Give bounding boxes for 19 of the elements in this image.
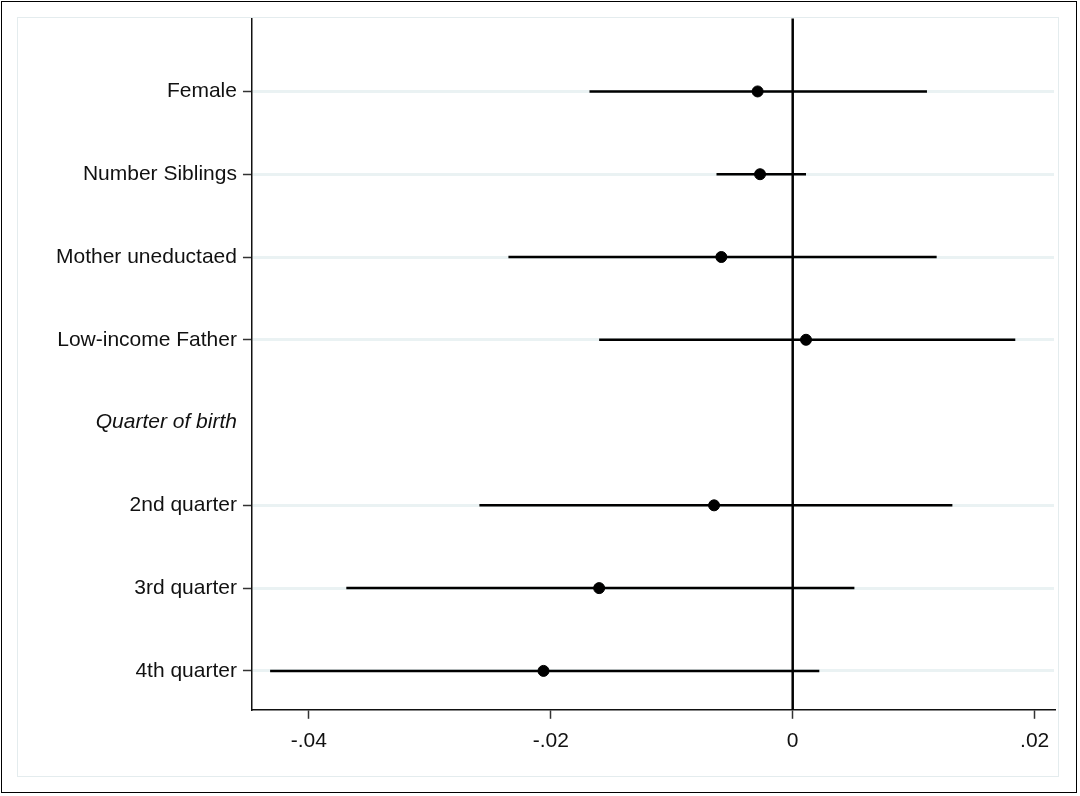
point [708, 499, 721, 512]
y-tick-label: Quarter of birth [95, 409, 237, 433]
y-tick-label: 4th quarter [135, 657, 237, 681]
y-tick-label: Low-income Father [57, 326, 237, 350]
x-tick-label: -.04 [290, 728, 328, 752]
point [537, 664, 550, 677]
y-tick-label: Female [166, 78, 237, 102]
y-tick-label: 2nd quarter [129, 492, 237, 516]
y-tick-label: 3rd quarter [134, 574, 237, 598]
point [800, 333, 813, 346]
point [715, 251, 728, 263]
y-tick-label: Mother uneductaed [55, 243, 237, 267]
point [751, 85, 764, 98]
x-tick-label: .02 [1020, 728, 1050, 752]
point [754, 168, 767, 181]
x-tick-label: -.02 [532, 728, 569, 752]
y-tick-label: Number Siblings [82, 161, 237, 185]
x-tick-label: 0 [786, 728, 799, 752]
point [593, 582, 606, 595]
